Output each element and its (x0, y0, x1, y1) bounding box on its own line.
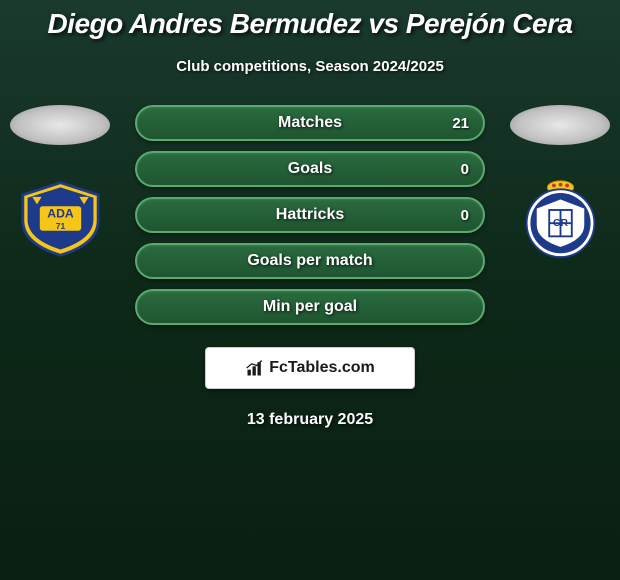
stat-value-right: 0 (461, 161, 469, 178)
stat-label: Goals (288, 160, 332, 178)
stat-bar-min-per-goal: Min per goal (135, 289, 485, 325)
svg-text:CR: CR (553, 218, 568, 229)
comparison-infographic: Diego Andres Bermudez vs Perejón Cera Cl… (0, 0, 620, 580)
page-title: Diego Andres Bermudez vs Perejón Cera (47, 8, 572, 40)
stat-value-right: 21 (452, 115, 469, 132)
svg-text:ADA: ADA (47, 206, 74, 220)
club-badge-right: CR (510, 175, 610, 260)
player-avatar-left (10, 105, 110, 145)
stats-section: ADA 71 (0, 105, 620, 325)
stat-label: Goals per match (247, 252, 372, 270)
svg-text:71: 71 (55, 220, 65, 230)
stat-label: Hattricks (276, 206, 344, 224)
stat-label: Min per goal (263, 298, 357, 316)
player-right-column: CR (510, 105, 610, 260)
shield-icon: CR (513, 178, 608, 258)
date-label: 13 february 2025 (247, 411, 373, 429)
brand-attribution: FcTables.com (205, 347, 415, 389)
club-badge-left: ADA 71 (10, 175, 110, 260)
brand-name: FcTables.com (269, 359, 375, 377)
player-left-column: ADA 71 (10, 105, 110, 260)
stat-label: Matches (278, 114, 342, 132)
stat-bar-goals-per-match: Goals per match (135, 243, 485, 279)
stat-bar-matches: Matches 21 (135, 105, 485, 141)
bar-chart-icon (245, 358, 265, 378)
stat-value-right: 0 (461, 207, 469, 224)
subtitle: Club competitions, Season 2024/2025 (176, 58, 444, 75)
player-avatar-right (510, 105, 610, 145)
stat-bar-hattricks: Hattricks 0 (135, 197, 485, 233)
shield-icon: ADA 71 (13, 178, 108, 258)
stat-bar-goals: Goals 0 (135, 151, 485, 187)
stats-bars: Matches 21 Goals 0 Hattricks 0 Goals per… (135, 105, 485, 325)
